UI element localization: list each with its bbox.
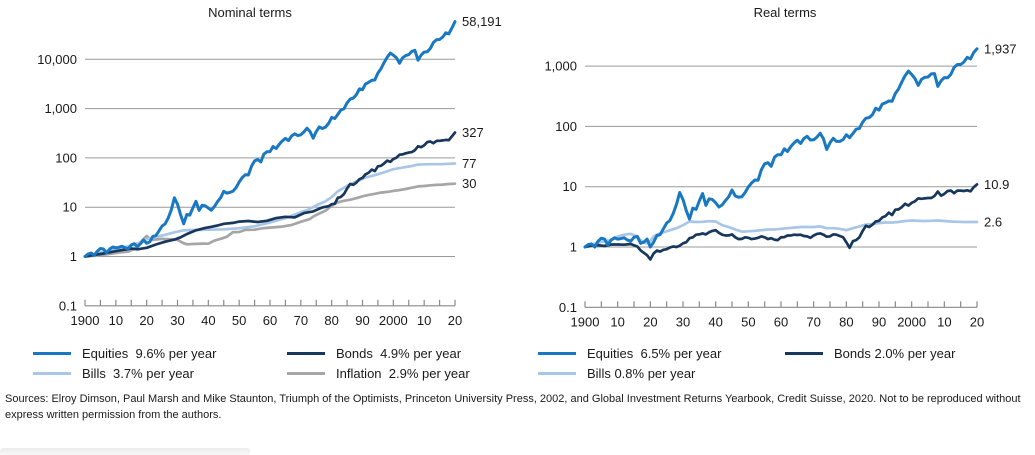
legend-label: Bonds 2.0% per year (834, 346, 956, 361)
equities-line-swatch (33, 352, 71, 355)
nominal-legend: Equities 9.6% per year Bills 3.7% per ye… (0, 346, 515, 381)
x-tick-label: 40 (201, 313, 215, 328)
x-tick-label: 70 (806, 314, 820, 329)
bonds-line-swatch (785, 352, 823, 355)
x-tick-label: 90 (872, 314, 886, 329)
series-inflation-line (83, 182, 457, 258)
bonds-line-swatch (287, 352, 325, 355)
x-tick-label: 80 (839, 314, 853, 329)
legends-row: Equities 9.6% per year Bills 3.7% per ye… (0, 346, 1035, 381)
end-value-label: 10.9 (984, 177, 1009, 192)
legend-label: Bills 3.7% per year (82, 366, 194, 381)
end-value-label: 1,937 (984, 41, 1017, 56)
y-tick-label: 10 (563, 179, 577, 194)
end-value-label: 30 (462, 176, 476, 191)
nominal-chart-title: Nominal terms (208, 5, 292, 20)
bills-line-swatch (33, 372, 71, 375)
legend-item-nominal-bonds: Bonds 4.9% per year (287, 346, 470, 361)
y-tick-label: 1,000 (44, 101, 77, 116)
end-value-label: 58,191 (462, 14, 502, 29)
x-tick-label: 1900 (571, 314, 600, 329)
y-tick-label: 1,000 (544, 59, 577, 74)
x-tick-label: 30 (170, 313, 184, 328)
y-tick-label: 1 (570, 240, 577, 255)
legend-item-nominal-equities: Equities 9.6% per year (33, 346, 287, 361)
y-tick-label: 0.1 (559, 300, 577, 315)
legend-label: Bills 0.8% per year (587, 366, 696, 381)
series-bills-line (583, 219, 979, 249)
x-tick-label: 20 (643, 314, 657, 329)
real-legend: Equities 6.5% per year Bills 0.8% per ye… (515, 346, 1035, 381)
x-tick-label: 90 (355, 313, 369, 328)
x-tick-label: 80 (324, 313, 338, 328)
end-value-label: 77 (462, 156, 476, 171)
y-tick-label: 10 (63, 200, 77, 215)
x-tick-label: 20 (139, 313, 153, 328)
source-note: Sources: Elroy Dimson, Paul Marsh and Mi… (5, 393, 1021, 421)
x-tick-label: 40 (708, 314, 722, 329)
nominal-chart: 10,000 1,000 100 10 1 0.1 1900 10 20 30 40 50 60 70 80… (0, 0, 515, 340)
series-bonds-line (83, 131, 457, 258)
legend-label: Equities 6.5% per year (587, 346, 722, 361)
x-tick-label: 50 (741, 314, 755, 329)
legend-label: Bonds 4.9% per year (336, 346, 462, 361)
x-tick-label: 10 (417, 313, 431, 328)
x-tick-label: 60 (263, 313, 277, 328)
legend-item-nominal-inflation: Inflation 2.9% per year (287, 366, 470, 381)
legend-item-real-bills: Bills 0.8% per year (538, 366, 785, 381)
x-tick-label: 2000 (379, 313, 408, 328)
end-value-label: 2.6 (984, 214, 1002, 229)
end-value-label: 327 (462, 125, 484, 140)
bills-line-swatch (538, 372, 576, 375)
legend-label: Equities 9.6% per year (82, 346, 217, 361)
real-chart-title: Real terms (753, 5, 817, 20)
x-tick-label: 20 (970, 314, 984, 329)
x-tick-label: 10 (109, 313, 123, 328)
x-tick-label: 1900 (71, 313, 100, 328)
x-tick-label: 10 (937, 314, 951, 329)
y-tick-label: 10,000 (37, 52, 77, 67)
series-bonds-line (583, 183, 979, 261)
y-tick-label: 0.1 (59, 298, 77, 313)
x-tick-label: 70 (294, 313, 308, 328)
x-tick-label: 20 (448, 313, 462, 328)
series-equities-line (83, 20, 457, 258)
legend-item-nominal-bills: Bills 3.7% per year (33, 366, 287, 381)
x-tick-label: 60 (774, 314, 788, 329)
x-tick-label: 30 (676, 314, 690, 329)
real-chart: 1,000 100 10 1 0.1 1900 10 20 30 40 50 60 70 80 90 2000… (515, 0, 1035, 340)
cropped-ui-element (0, 448, 250, 455)
equities-line-swatch (538, 352, 576, 355)
inflation-line-swatch (287, 372, 325, 375)
y-tick-label: 100 (55, 150, 77, 165)
legend-label: Inflation 2.9% per year (336, 366, 470, 381)
legend-item-real-bonds: Bonds 2.0% per year (785, 346, 955, 361)
x-tick-label: 10 (610, 314, 624, 329)
y-tick-label: 100 (555, 119, 577, 134)
series-equities-line (583, 47, 979, 249)
legend-item-real-equities: Equities 6.5% per year (538, 346, 785, 361)
y-tick-label: 1 (70, 249, 77, 264)
charts-row: 10,000 1,000 100 10 1 0.1 1900 10 20 30 40 50 60 70 80… (0, 0, 1035, 340)
x-tick-label: 2000 (897, 314, 926, 329)
x-tick-label: 50 (232, 313, 246, 328)
